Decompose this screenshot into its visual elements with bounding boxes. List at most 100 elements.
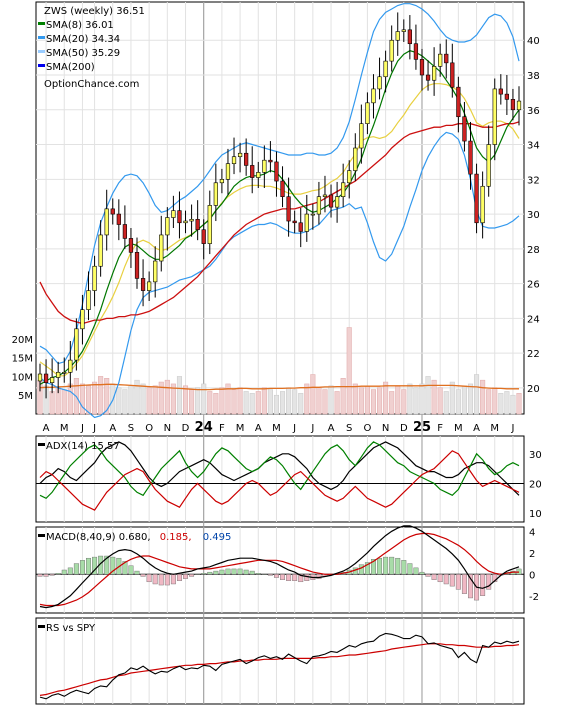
macd-histogram-bar: [377, 557, 383, 575]
candle-body: [280, 180, 285, 198]
volume-bar: [92, 381, 98, 415]
volume-tick-label: 20M: [12, 335, 33, 346]
candle-body: [153, 260, 158, 283]
legend-sma50: SMA(50) 35.29: [46, 48, 120, 59]
volume-bar: [249, 393, 255, 415]
volume-bar: [104, 378, 110, 415]
x-tick-label: M: [490, 423, 499, 434]
volume-average-line: [39, 383, 519, 391]
indicator-lines: [39, 3, 520, 700]
macd-histogram-bar: [201, 573, 207, 575]
volume-bar: [413, 387, 419, 415]
candle-body: [50, 377, 55, 384]
price-candles: [37, 12, 522, 399]
candle-body: [413, 43, 419, 60]
volume-bar: [383, 381, 389, 415]
candle-body: [140, 278, 146, 291]
price-legend: ZWS (weekly) 36.51 SMA(8) 36.01 SMA(20) …: [38, 6, 145, 90]
candle-body: [165, 217, 170, 236]
volume-bar: [255, 391, 261, 415]
volume-bar: [467, 383, 474, 415]
candle-body: [37, 373, 43, 382]
volume-bar: [334, 391, 340, 415]
candle-body: [268, 159, 273, 163]
macd-histogram-bar: [225, 568, 231, 575]
rs-line: [39, 632, 520, 700]
candle-body: [322, 194, 328, 198]
macd-line: [39, 525, 520, 609]
macd-histogram-bar: [267, 574, 273, 576]
candle-body: [201, 229, 206, 244]
candle-body: [316, 196, 322, 215]
volume-bar: [407, 383, 413, 415]
volume-bar: [237, 387, 243, 415]
volume-bar: [504, 391, 510, 415]
rs-panel-frame: [35, 617, 525, 705]
x-tick-label: A: [473, 423, 480, 434]
candle-body: [110, 208, 115, 215]
chart-title: ZWS (weekly) 36.51: [44, 6, 145, 17]
x-tick-label: J: [80, 423, 84, 434]
volume-bar: [449, 381, 455, 415]
candle-body: [438, 53, 443, 67]
x-tick-label: J: [310, 423, 314, 434]
macd-legend-swatch: [38, 534, 45, 537]
svg-text:MACD(8,40,9) 0.680, 0.18: MACD(8,40,9) 0.680, 0.185, 0.495: [46, 532, 231, 543]
volume-bar: [219, 387, 225, 415]
x-tick-label: J: [92, 423, 96, 434]
macd-histogram-bar: [158, 574, 164, 586]
candle-body: [347, 170, 352, 184]
macd-histogram-bar: [480, 574, 486, 596]
volume-bar: [49, 391, 55, 415]
volume-bar: [280, 391, 286, 415]
volume-bar: [437, 387, 443, 415]
volume-bar: [231, 389, 237, 415]
candle-body: [274, 161, 279, 182]
price-panel-frame: [35, 1, 525, 415]
candle-body: [444, 53, 449, 64]
macd-histogram-bar: [231, 568, 237, 575]
legend-sma20: SMA(20) 34.34: [46, 34, 120, 45]
macd-histogram-bar: [261, 574, 267, 575]
candle-body: [286, 196, 291, 222]
legend-swatch-sma200: [38, 64, 45, 67]
price-tick-label: 34: [527, 141, 540, 152]
x-tick-label: D: [182, 423, 190, 434]
macd-histogram-bar: [371, 559, 376, 575]
candle-body: [74, 328, 79, 361]
adx-tick-label: 20: [529, 479, 542, 490]
volume-bar: [498, 393, 504, 415]
volume-bar: [213, 393, 219, 415]
volume-bar: [455, 389, 461, 415]
x-tick-label: F: [437, 423, 443, 434]
macd-histogram-bar: [183, 574, 188, 579]
macd-histogram-bar: [219, 569, 225, 575]
macd-tick-label: 4: [529, 527, 535, 538]
candle-body: [43, 373, 49, 384]
macd-histogram-bar: [207, 571, 213, 575]
candle-body: [159, 234, 164, 262]
candle-body: [407, 29, 412, 45]
x-tick-label: J: [510, 423, 514, 434]
volume-bar: [189, 389, 195, 415]
macd-histogram-bar: [255, 573, 261, 575]
macd-tick-label: 2: [529, 549, 535, 560]
candle-body: [504, 93, 509, 100]
macd-histogram-bar: [110, 556, 116, 575]
x-tick-label: N: [382, 423, 389, 434]
volume-bar: [346, 327, 352, 415]
macd-histogram-bar: [55, 573, 61, 575]
volume-bar: [158, 381, 164, 415]
macd-histogram-bar: [128, 565, 134, 575]
adx-title: ADX(14) 15.57: [46, 441, 120, 452]
volume-bar: [310, 374, 316, 415]
volume-bar: [61, 389, 67, 415]
candle-body: [116, 213, 121, 225]
candle-body: [219, 179, 225, 184]
macd-signal-value: 0.185,: [160, 532, 192, 543]
x-tick-label: J: [292, 423, 296, 434]
macd-histogram-bar: [419, 571, 425, 575]
macd-histogram-bar: [92, 556, 98, 575]
macd-histogram-bar: [425, 574, 431, 577]
